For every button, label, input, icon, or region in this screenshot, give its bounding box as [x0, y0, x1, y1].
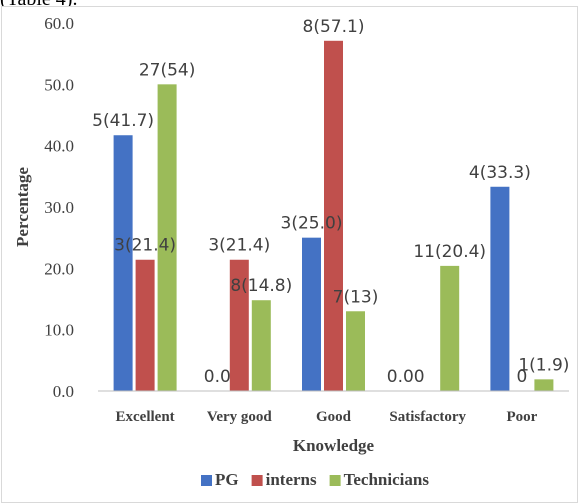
bar-technicians-excellent — [157, 84, 177, 391]
y-tick-label: 20.0 — [44, 259, 74, 278]
x-category-label: Satisfactory — [389, 409, 466, 425]
y-axis-ticks: 0.0 10.0 20.0 30.0 40.0 50.0 60.0 — [44, 14, 74, 401]
data-label: 3(21.4) — [208, 236, 270, 256]
bar-pg-poor — [490, 186, 510, 391]
data-label: 27(54) — [139, 60, 196, 80]
legend-label-technicians: Technicians — [344, 470, 430, 489]
legend-label-pg: PG — [215, 470, 239, 489]
data-label: 8(14.8) — [230, 276, 292, 296]
bar-technicians-very-good — [251, 300, 271, 391]
bar-interns-very-good — [229, 259, 249, 391]
bar-interns-good — [324, 40, 343, 391]
bar-pg-excellent — [113, 135, 133, 391]
x-category-label: Very good — [207, 409, 273, 425]
data-label: 7(13) — [333, 287, 379, 307]
data-label: 3(21.4) — [114, 236, 176, 256]
bar-technicians-good — [346, 311, 365, 391]
legend-label-interns: interns — [266, 470, 317, 489]
data-label: 11(20.4) — [413, 242, 486, 262]
data-label: 0.0 — [204, 367, 231, 387]
bars-group — [113, 40, 554, 391]
y-tick-label: 50.0 — [44, 75, 74, 94]
data-label: 3(25.0) — [281, 214, 343, 234]
bar-technicians-satisfactory — [440, 265, 460, 391]
bar-chart: 0.0 10.0 20.0 30.0 40.0 50.0 60.0 5(41.7) 3(21.… — [13, 14, 569, 489]
x-category-label: Poor — [506, 409, 537, 425]
data-label: 5(41.7) — [92, 111, 154, 131]
legend: PG interns Technicians — [201, 470, 429, 489]
bar-technicians-poor — [534, 379, 554, 391]
y-axis-title: Percentage — [13, 167, 32, 247]
data-label: 0 — [516, 367, 527, 387]
data-label: 1(1.9) — [518, 355, 569, 375]
chart-container: 0.0 10.0 20.0 30.0 40.0 50.0 60.0 5(41.7) 3(21.… — [1, 6, 578, 503]
x-axis-title: Knowledge — [293, 436, 375, 455]
data-label: 8(57.1) — [303, 17, 365, 37]
preceding-text-fragment: (Table 4). — [0, 0, 77, 11]
bar-interns-excellent — [135, 259, 155, 391]
y-tick-label: 10.0 — [44, 321, 74, 340]
legend-swatch-pg — [201, 475, 212, 486]
bar-pg-good — [302, 237, 321, 391]
y-tick-label: 0.0 — [53, 382, 74, 401]
x-category-label: Good — [316, 409, 352, 425]
x-axis-categories: Excellent Very good Good Satisfactory Poor — [116, 409, 538, 425]
data-label: 4(33.3) — [469, 163, 531, 183]
data-labels-group: 5(41.7) 3(21.4) 27(54) 0.0 3(21.4) 8(14.8) 3(2… — [92, 17, 569, 387]
data-label: 0.00 — [387, 367, 425, 387]
y-tick-label: 60.0 — [44, 14, 74, 33]
y-tick-label: 40.0 — [44, 137, 74, 156]
y-tick-label: 30.0 — [44, 198, 74, 217]
x-category-label: Excellent — [116, 409, 175, 425]
legend-swatch-interns — [251, 475, 263, 486]
legend-swatch-technicians — [329, 475, 341, 486]
